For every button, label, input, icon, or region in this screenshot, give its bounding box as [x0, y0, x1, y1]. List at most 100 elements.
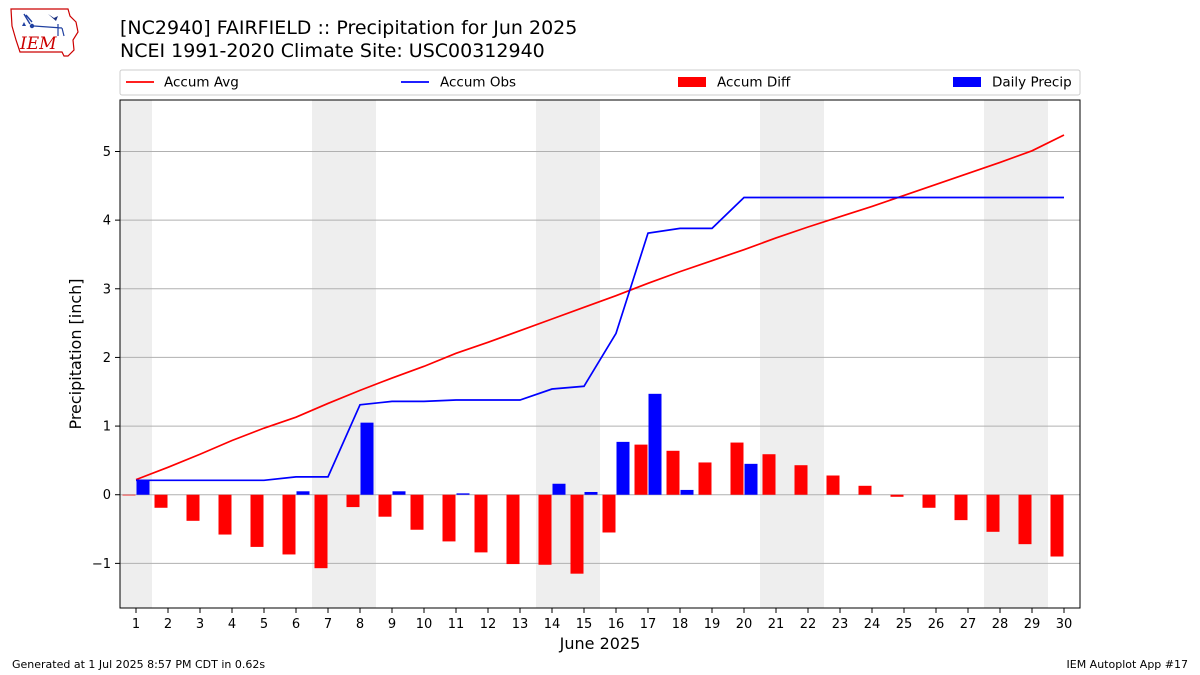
daily-precip-bar [744, 463, 758, 495]
x-tick-label: 9 [388, 617, 396, 632]
accum-diff-bar [954, 494, 968, 521]
weekend-band [760, 100, 792, 608]
y-tick-label: −1 [92, 557, 111, 572]
legend-label: Accum Diff [717, 75, 791, 91]
accum-diff-bar [858, 485, 872, 495]
x-tick-label: 29 [1024, 617, 1041, 632]
y-axis-label: Precipitation [inch] [66, 278, 85, 429]
accum-diff-bar [506, 494, 520, 565]
lines [135, 134, 1065, 482]
accum-diff-bar [986, 494, 1000, 532]
accum-diff-bar [218, 494, 232, 535]
accum-diff-bar [154, 494, 168, 508]
accum-diff-bar [730, 442, 744, 495]
y-tick-label: 4 [103, 214, 111, 229]
daily-precip-bar [456, 493, 470, 495]
daily-precip-bar [392, 491, 406, 495]
iem-logo-icon: IEM [10, 8, 79, 57]
x-tick-label: 14 [544, 617, 561, 632]
app-credit: IEM Autoplot App #17 [1066, 658, 1189, 671]
accum-diff-bar [442, 494, 456, 542]
chart-title: [NC2940] FAIRFIELD :: Precipitation for … [120, 17, 578, 39]
daily-precip-bar [360, 422, 374, 495]
x-tick-label: 15 [576, 617, 593, 632]
y-tick-label: 5 [103, 145, 111, 160]
x-axis-label: June 2025 [559, 634, 641, 653]
accum-diff-bar [634, 444, 648, 495]
accum-diff-bar [1050, 494, 1064, 557]
daily-precip-bar [296, 491, 310, 495]
accum-diff-bar [538, 494, 552, 565]
accum-diff-bar [250, 494, 264, 547]
legend-swatch-patch [678, 77, 706, 87]
x-tick-label: 23 [832, 617, 849, 632]
x-tick-label: 27 [960, 617, 977, 632]
legend-label: Accum Avg [164, 75, 239, 91]
accum-avg-line [135, 134, 1065, 481]
accum-diff-bar [890, 494, 904, 497]
plot-frame [119, 99, 1081, 609]
x-tick-label: 18 [672, 617, 689, 632]
y-tick-label: 2 [103, 351, 111, 366]
logo-text: IEM [19, 34, 57, 54]
x-tick-label: 28 [992, 617, 1009, 632]
legend-label: Daily Precip [992, 75, 1072, 91]
x-tick-label: 13 [512, 617, 529, 632]
x-tick-label: 12 [480, 617, 497, 632]
accum-diff-bar [346, 494, 360, 508]
daily-precip-bar [680, 489, 694, 495]
x-tick-label: 3 [196, 617, 204, 632]
accum-diff-bar [570, 494, 584, 574]
accum-diff-bar [1018, 494, 1032, 545]
bars [122, 393, 1064, 574]
x-tick-label: 16 [608, 617, 625, 632]
y-gridlines [120, 150, 1080, 564]
y-tick-label: 3 [103, 282, 111, 297]
legend: Accum Avg Accum Obs Accum Diff Daily Precip [119, 69, 1081, 96]
x-tick-label: 30 [1056, 617, 1073, 632]
legend-swatch-patch [953, 77, 981, 87]
x-tick-label: 1 [132, 617, 140, 632]
x-tick-label: 20 [736, 617, 753, 632]
daily-precip-bar [584, 491, 598, 495]
x-tick-label: 11 [448, 617, 465, 632]
weekend-band [344, 100, 376, 608]
x-tick-label: 7 [324, 617, 332, 632]
accum-obs-line [136, 196, 1064, 482]
accum-diff-bar [666, 450, 680, 495]
accum-diff-bar [186, 494, 200, 521]
generated-timestamp: Generated at 1 Jul 2025 8:57 PM CDT in 0… [12, 658, 266, 671]
accum-diff-bar [474, 494, 488, 553]
weekend-band [792, 100, 824, 608]
x-tick-label: 8 [356, 617, 364, 632]
x-tick-label: 26 [928, 617, 945, 632]
x-tick-label: 19 [704, 617, 721, 632]
accum-diff-bar [922, 494, 936, 508]
x-tick-label: 5 [260, 617, 268, 632]
accum-diff-bar [122, 494, 136, 496]
y-tick-label: 0 [103, 488, 111, 503]
x-tick-label: 4 [228, 617, 236, 632]
accum-diff-bar [410, 494, 424, 530]
x-tick-label: 22 [800, 617, 817, 632]
legend-label: Accum Obs [440, 75, 516, 91]
x-tick-label: 6 [292, 617, 300, 632]
accum-diff-bar [282, 494, 296, 555]
weekend-shading [120, 100, 1048, 608]
accum-diff-bar [826, 475, 840, 495]
x-tick-label: 21 [768, 617, 785, 632]
x-tick-label: 17 [640, 617, 657, 632]
accum-diff-bar [378, 494, 392, 517]
weekend-band [120, 100, 152, 608]
x-tick-label: 2 [164, 617, 172, 632]
daily-precip-bar [616, 441, 630, 495]
daily-precip-bar [648, 393, 662, 495]
daily-precip-bar [552, 483, 566, 495]
x-tick-label: 10 [416, 617, 433, 632]
accum-diff-bar [794, 465, 808, 495]
y-tick-label: 1 [103, 420, 111, 435]
daily-precip-bar [136, 480, 150, 495]
accum-diff-bar [314, 494, 328, 569]
